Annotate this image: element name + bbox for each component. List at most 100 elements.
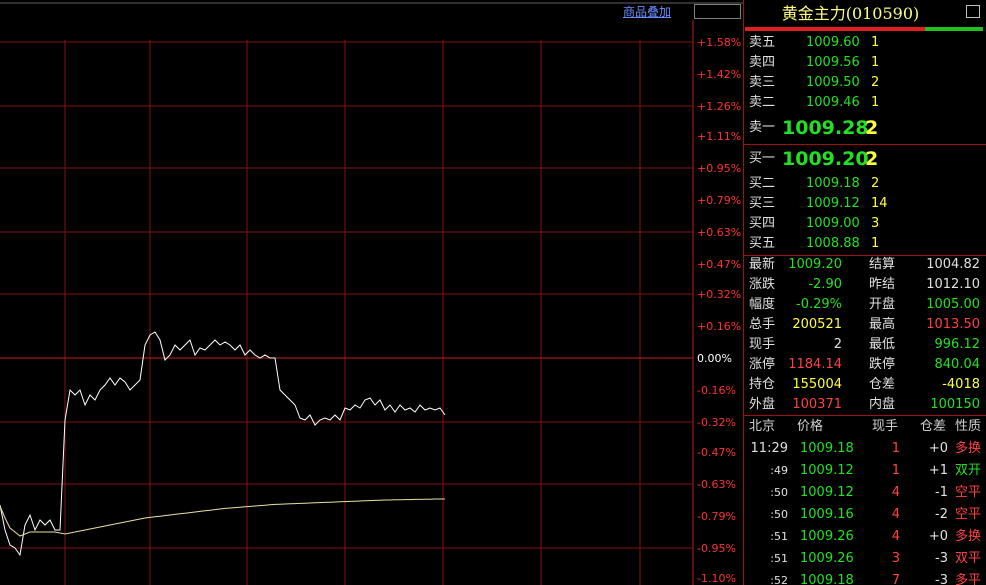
tick-time: 11:29 — [750, 441, 788, 456]
book-price: 1009.00 — [806, 216, 860, 231]
tick-header: 性质 — [954, 419, 981, 434]
tick-time: :50 — [770, 486, 788, 499]
intraday-chart: +1.58% +1.42% +1.26% +1.11% +0.95% +0.79% +0.6… — [0, 2, 743, 585]
book-volume: 1 — [871, 35, 880, 50]
buy-sell-bar-red — [745, 27, 925, 31]
y-tick-label: +0.63% — [697, 226, 741, 239]
book-label: 买一 — [749, 151, 776, 166]
book-label: 卖四 — [749, 55, 776, 70]
y-tick-label: -0.16% — [697, 384, 736, 397]
stat-label: 幅度 — [749, 297, 776, 312]
tick-volume: 1 — [891, 441, 900, 456]
book-volume: 1 — [871, 55, 880, 70]
tick-volume: 4 — [891, 485, 900, 500]
tick-price: 1009.18 — [800, 441, 854, 456]
window-button[interactable] — [966, 5, 980, 18]
book-price: 1009.46 — [806, 95, 860, 110]
tick-nature: 双开 — [955, 463, 982, 478]
tick-volume: 3 — [891, 551, 900, 566]
stat-value: 1184.14 — [788, 357, 842, 372]
stat-value: 840.04 — [934, 357, 981, 372]
y-tick-label: +1.58% — [697, 36, 741, 49]
stat-label: 总手 — [749, 317, 776, 332]
stat-label: 昨结 — [869, 277, 896, 292]
book-label: 卖三 — [749, 75, 776, 90]
book-volume: 2 — [871, 176, 880, 191]
y-tick-label: +0.16% — [697, 320, 741, 333]
tick-nature: 多换 — [955, 529, 982, 544]
tick-price: 1009.26 — [800, 529, 854, 544]
stat-value: -4018 — [942, 377, 980, 392]
stat-value: 100371 — [792, 397, 842, 412]
book-volume: 2 — [871, 75, 880, 90]
tick-nature: 多平 — [955, 573, 982, 585]
book-volume: 1 — [871, 95, 880, 110]
tick-time: :52 — [770, 574, 788, 585]
stat-label: 跌停 — [869, 357, 896, 372]
y-tick-label: -0.95% — [697, 542, 736, 555]
y-tick-label: +0.32% — [697, 288, 741, 301]
stat-value: 996.12 — [934, 337, 981, 352]
tick-oi-change: -3 — [935, 551, 948, 566]
y-tick-label: +1.11% — [697, 130, 741, 143]
book-volume: 2 — [865, 148, 879, 170]
book-volume: 2 — [865, 117, 879, 139]
stat-value: -2.90 — [808, 277, 842, 292]
overlay-button[interactable]: 商品叠加 — [623, 5, 672, 19]
y-tick-label: -1.10% — [697, 572, 736, 585]
tick-volume: 7 — [891, 573, 900, 585]
y-tick-label: +1.26% — [697, 100, 741, 113]
book-price: 1009.60 — [806, 35, 860, 50]
tick-header: 价格 — [796, 419, 823, 434]
book-price: 1009.18 — [806, 176, 860, 191]
tick-time: :49 — [770, 464, 788, 477]
stat-value: 155004 — [792, 377, 842, 392]
stat-value: 1005.00 — [926, 297, 980, 312]
book-label: 卖一 — [749, 120, 776, 135]
tick-volume: 4 — [891, 529, 900, 544]
tick-volume: 4 — [891, 507, 900, 522]
book-price: 1009.12 — [806, 196, 860, 211]
divider — [743, 0, 744, 585]
separator — [743, 415, 986, 416]
y-tick-label: +1.42% — [697, 68, 741, 81]
y-tick-label: -0.63% — [697, 478, 736, 491]
stat-label: 最新 — [749, 257, 776, 272]
tick-oi-change: +0 — [928, 529, 948, 544]
book-label: 买四 — [749, 216, 776, 231]
stat-label: 外盘 — [749, 397, 776, 412]
tick-oi-change: +0 — [928, 441, 948, 456]
tick-oi-change: -3 — [935, 573, 948, 585]
tick-nature: 空平 — [955, 507, 982, 522]
y-tick-label: +0.79% — [697, 194, 741, 207]
tick-nature: 空平 — [955, 485, 982, 500]
tick-time: :50 — [770, 508, 788, 521]
stat-value: 100150 — [930, 397, 980, 412]
stat-label: 内盘 — [869, 397, 896, 412]
stat-label: 仓差 — [869, 377, 896, 392]
tick-header: 现手 — [871, 419, 898, 434]
stat-value: 1012.10 — [926, 277, 980, 292]
tick-price: 1009.12 — [800, 485, 854, 500]
stat-label: 涨停 — [749, 357, 776, 372]
y-tick-label: +0.47% — [697, 258, 741, 271]
tick-price: 1009.16 — [800, 507, 854, 522]
tick-nature: 双平 — [955, 551, 982, 566]
tick-time: :51 — [770, 552, 788, 565]
book-label: 买二 — [749, 176, 776, 191]
stat-label: 现手 — [749, 337, 776, 352]
nav-icons[interactable] — [694, 4, 741, 19]
stat-label: 最低 — [869, 337, 896, 352]
y-tick-label: -0.47% — [697, 446, 736, 459]
tick-volume: 1 — [891, 463, 900, 478]
stat-label: 涨跌 — [749, 277, 776, 292]
stat-label: 最高 — [869, 317, 896, 332]
y-tick-label: -0.79% — [697, 510, 736, 523]
tick-header: 北京 — [749, 419, 776, 434]
stat-value: -0.29% — [796, 297, 842, 312]
book-price: 1009.56 — [806, 55, 860, 70]
price-line — [0, 498, 445, 537]
tick-price: 1009.26 — [800, 551, 854, 566]
tick-time: :51 — [770, 530, 788, 543]
price-line — [0, 331, 446, 557]
